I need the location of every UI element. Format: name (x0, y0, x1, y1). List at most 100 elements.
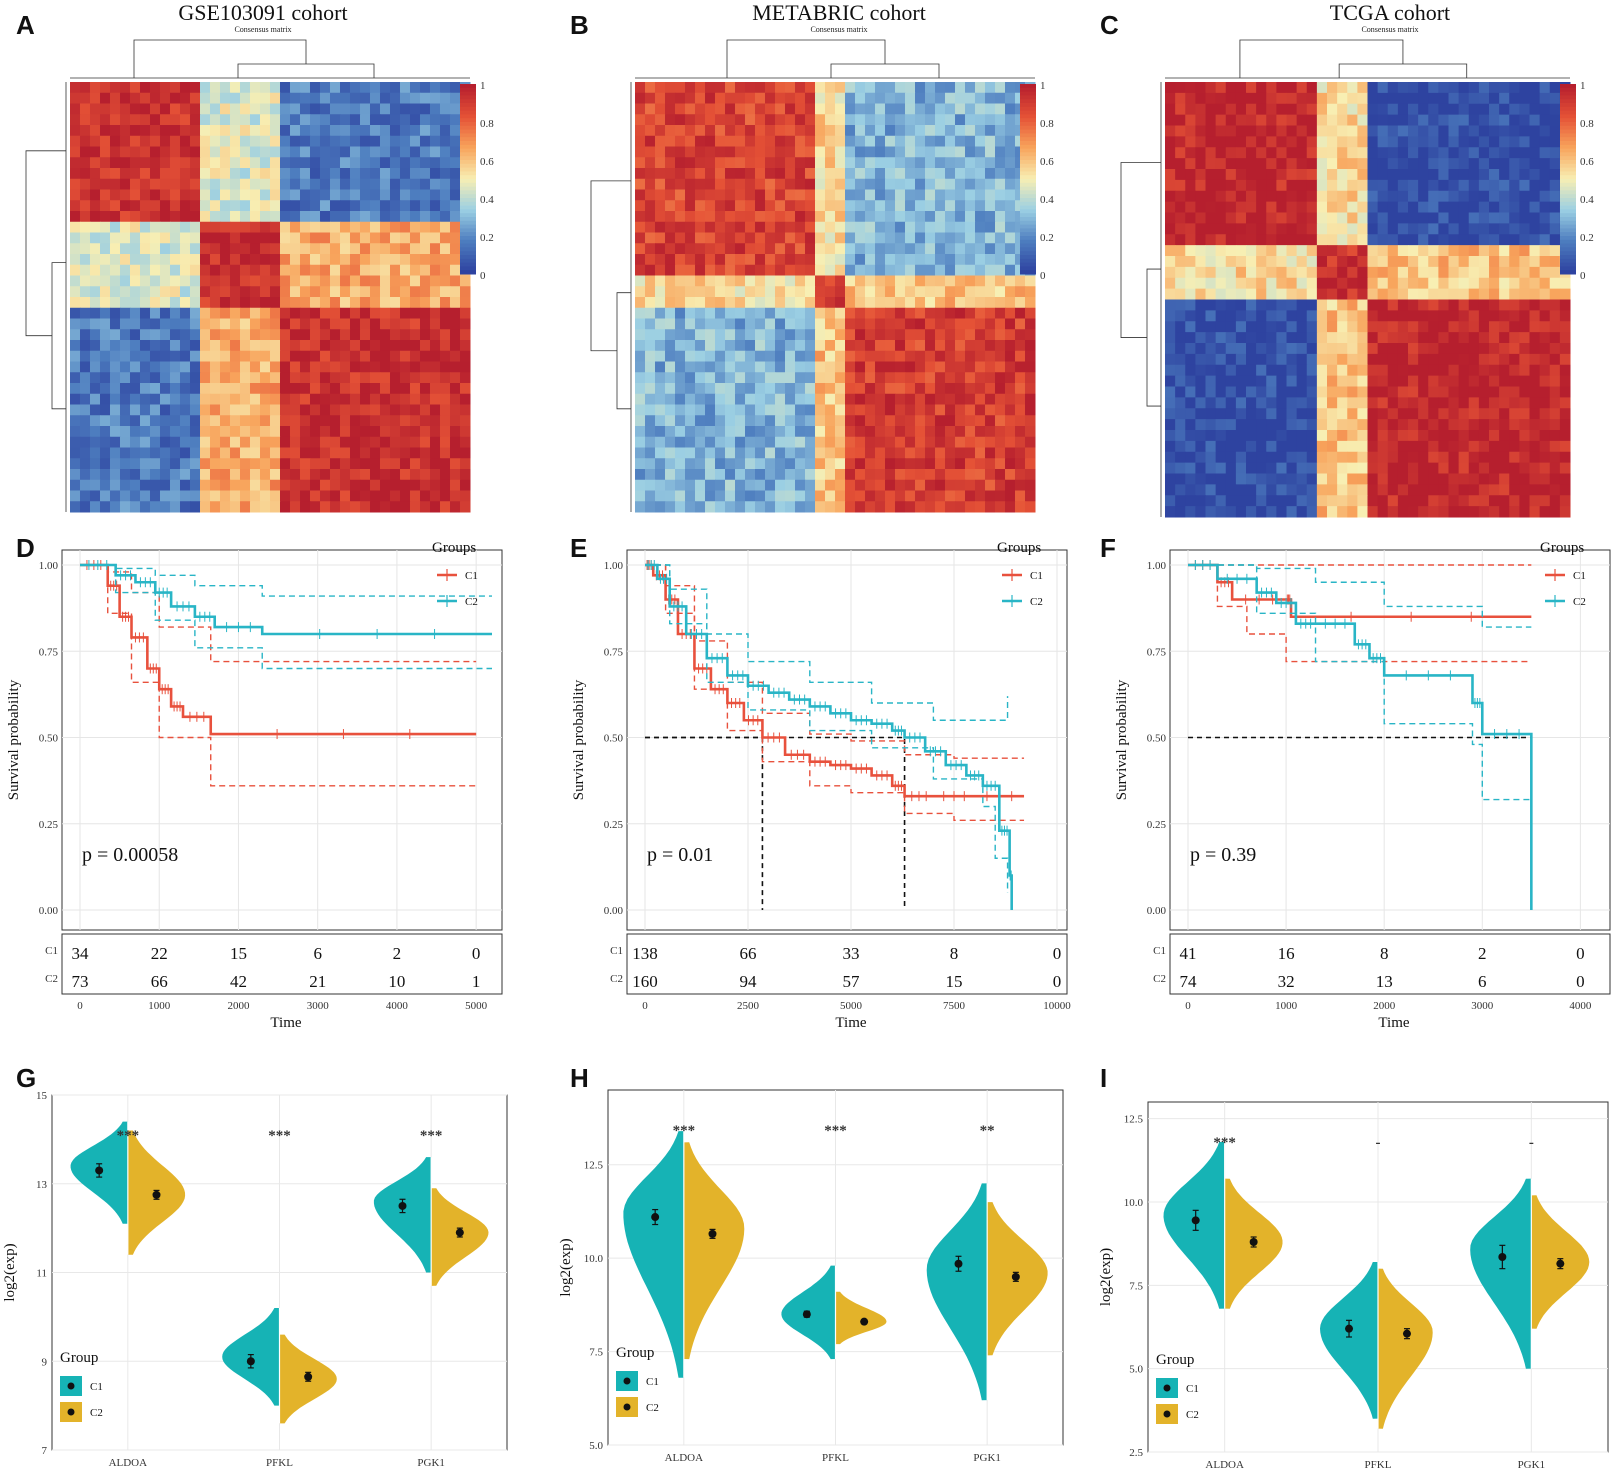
heatmap-cell (985, 447, 996, 459)
heatmap-cell (715, 297, 726, 309)
heatmap-cell (360, 404, 371, 416)
heatmap-cell (725, 458, 736, 470)
heatmap-cell (250, 361, 261, 373)
heatmap-cell (1175, 321, 1186, 333)
heatmap-cell (675, 469, 686, 481)
heatmap-cell (430, 264, 441, 276)
heatmap-cell (1306, 397, 1318, 409)
heatmap-cell (645, 178, 656, 190)
heatmap-cell (460, 297, 471, 309)
heatmap-cell (110, 479, 121, 491)
heatmap-cell (220, 200, 231, 212)
heatmap-cell (1165, 179, 1176, 192)
heatmap-cell (675, 307, 686, 319)
heatmap-cell (190, 361, 201, 373)
heatmap-cell (160, 501, 171, 513)
heatmap-cell (390, 157, 401, 169)
colorbar-segment (1020, 201, 1036, 207)
heatmap-cell (150, 114, 161, 126)
heatmap-cell (1478, 343, 1490, 355)
heatmap-cell (735, 146, 746, 158)
heatmap-cell (985, 426, 996, 438)
heatmap-cell (835, 318, 846, 330)
heatmap-cell (755, 393, 766, 405)
heatmap-cell (705, 404, 716, 416)
heatmap-cell (1367, 343, 1379, 355)
heatmap-cell (200, 447, 211, 459)
heatmap-cell (1327, 147, 1338, 159)
heatmap-cell (1428, 321, 1439, 333)
heatmap-cell (220, 404, 231, 416)
heatmap-cell (815, 286, 826, 298)
heatmap-cell (160, 82, 171, 94)
heatmap-cell (1519, 321, 1531, 333)
heatmap-cell (675, 383, 686, 395)
dendrogram-branch (1239, 39, 1404, 78)
heatmap-cell (765, 200, 776, 212)
dendrogram-branch (590, 180, 631, 352)
heatmap-cell (1276, 462, 1288, 475)
heatmap-cell (140, 135, 151, 147)
heatmap-cell (1489, 473, 1500, 485)
heatmap-cell (855, 275, 866, 287)
heatmap-cell (170, 361, 181, 373)
heatmap-cell (1418, 158, 1429, 170)
heatmap-cell (635, 436, 646, 448)
heatmap-cell (655, 254, 666, 266)
heatmap-cell (805, 125, 816, 137)
heatmap-cell (1316, 495, 1328, 507)
heatmap-cell (340, 329, 351, 341)
heatmap-cell (150, 135, 161, 147)
heatmap-cell (905, 254, 916, 266)
heatmap-cell (1185, 114, 1196, 127)
heatmap-cell (635, 490, 646, 502)
heatmap-cell (1276, 506, 1288, 518)
heatmap-cell (1367, 440, 1379, 453)
heatmap-cell (1418, 364, 1429, 377)
heatmap-cell (1316, 245, 1328, 257)
heatmap-cell (340, 125, 351, 137)
heatmap-cell (735, 211, 746, 223)
heatmap-cell (410, 479, 421, 491)
heatmap-cell (1347, 245, 1358, 257)
heatmap-cell (400, 286, 411, 298)
heatmap-cell (695, 114, 706, 126)
heatmap-cell (180, 243, 191, 255)
heatmap-cell (1246, 147, 1257, 159)
heatmap-cell (975, 318, 986, 330)
heatmap-cells (70, 82, 471, 513)
heatmap-cell (400, 361, 411, 373)
heatmap-cell (815, 447, 826, 459)
heatmap-cell (1296, 212, 1308, 224)
heatmap-cell (70, 447, 81, 459)
heatmap-cell (1428, 462, 1439, 475)
heatmap-cell (885, 415, 896, 427)
heatmap-cell (170, 350, 181, 362)
heatmap-cell (1327, 310, 1338, 322)
heatmap-cell (280, 307, 291, 319)
heatmap-cell (190, 221, 201, 233)
heatmap-cell (1256, 408, 1267, 420)
heatmap-cell (1235, 310, 1247, 322)
colorbar-segment (1560, 163, 1576, 169)
heatmap-cell (1377, 397, 1389, 409)
heatmap-cell (110, 350, 121, 362)
heatmap-cell (925, 254, 936, 266)
heatmap-cell (1266, 419, 1277, 431)
heatmap-cell (260, 340, 271, 352)
heatmap-cell (945, 135, 956, 147)
heatmap-cell (1468, 212, 1480, 224)
heatmap-cell (1408, 440, 1419, 453)
heatmap-cell (1225, 451, 1237, 464)
heatmap-cell (705, 383, 716, 395)
heatmap-cell (1337, 430, 1348, 442)
heatmap-cell (705, 479, 716, 491)
heatmap-cell (685, 361, 696, 373)
colorbar-segment (460, 190, 476, 195)
heatmap-cell (1387, 353, 1399, 366)
heatmap-cell (210, 125, 221, 137)
heatmap-cell (955, 307, 966, 319)
heatmap-cell (975, 329, 986, 341)
heatmap-cell (1397, 277, 1409, 290)
heatmap-cell (150, 490, 161, 502)
